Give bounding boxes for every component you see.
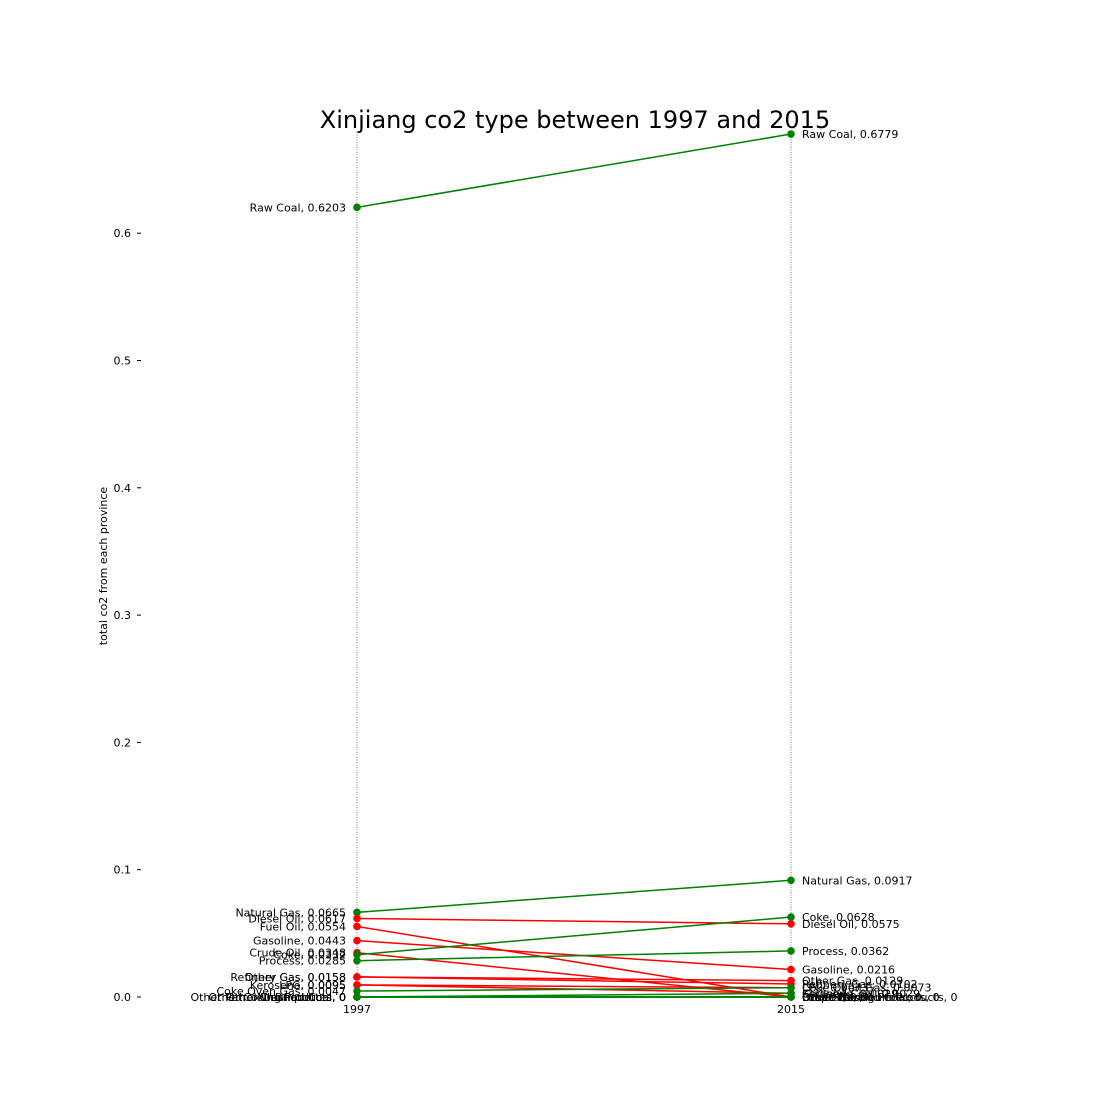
point-label-1997: Other Washed Coal, 0 (226, 991, 346, 1004)
y-tick-label: 0.5 (114, 355, 132, 368)
point-1997 (353, 981, 361, 989)
point-1997 (353, 950, 361, 959)
point-label-2015: Kerosene, 0.0029 (802, 987, 898, 1000)
point-label-1997: Gasoline, 0.0443 (253, 935, 346, 948)
point-label-2015: Coke, 0.0628 (802, 911, 875, 924)
point-label-2015: Process, 0.0362 (802, 945, 889, 958)
point-label-2015: Crude Oil, 0 (802, 991, 867, 1004)
point-1997 (353, 914, 361, 923)
series-line (356, 916, 792, 956)
point-label-2015: Briquettes, 0 (802, 991, 873, 1004)
series-line (356, 133, 792, 209)
series-line (356, 879, 792, 914)
series-line (356, 951, 792, 998)
point-label-1997: Process, 0.0285 (259, 955, 346, 968)
point-label-1997: Briquettes, 0 (275, 991, 346, 1004)
point-label-1997: Kerosene, 0.0095 (250, 979, 346, 992)
point-2015 (787, 913, 795, 921)
point-2015 (787, 130, 795, 138)
point-1997 (353, 922, 361, 931)
point-1997 (353, 956, 361, 965)
point-label-2015: Other Washed Coal, 0 (802, 991, 922, 1004)
point-2015 (787, 983, 795, 992)
series-line (356, 939, 792, 971)
point-label-1997: Coke Oven Gas, 0.0047 (216, 985, 346, 998)
point-label-1997: Raw Coal, 0.6203 (250, 201, 346, 214)
point-2015 (787, 920, 795, 928)
point-label-1997: Crude Oil, 0.0348 (249, 947, 346, 960)
series-lines (356, 133, 792, 998)
point-label-1997: Other Gas, 0.0158 (245, 971, 346, 984)
y-tick-label: 0.1 (114, 864, 132, 877)
point-label-1997: Refinery Gas, 0.0158 (230, 971, 346, 984)
point-label-1997: Other Coking Products, 0 (208, 991, 346, 1004)
point-label-1997: Cleaned Coal, 0 (259, 991, 346, 1004)
point-label-2015: Cleaned Coal, 0.0029 (802, 987, 920, 1000)
point-label-2015: Natural Gas, 0.0917 (802, 874, 913, 887)
point-label-1997: Natural Gas, 0.0665 (235, 906, 346, 919)
y-axis: 0.0 0.1 0.2 0.3 0.4 0.5 0.6 (114, 227, 141, 1004)
series-points (353, 130, 795, 1001)
series-line (356, 950, 792, 962)
point-label-2015: Other Gas, 0.0129 (802, 975, 903, 988)
y-tick-label: 0.4 (114, 482, 132, 495)
point-label-2015: Raw Coal, 0.6779 (802, 128, 898, 141)
point-1997 (353, 993, 361, 1001)
point-label-2015: Refinery Gas, 0.0102 (802, 978, 918, 991)
point-label-2015: Other Petroleum Products, 0 (802, 991, 958, 1004)
point-label-2015: LPG, 0.0073 (802, 982, 869, 995)
point-1997 (353, 973, 361, 981)
chart-title: Xinjiang co2 type between 1997 and 2015 (320, 106, 830, 134)
series-line (356, 986, 792, 992)
series-line (356, 925, 792, 998)
point-1997 (353, 908, 361, 917)
series-line (356, 984, 792, 989)
point-1997 (353, 203, 361, 212)
point-label-2015: Fuel Oil, 0 (802, 991, 857, 1004)
point-label-1997: LPG, 0.0095 (279, 979, 346, 992)
x-tick-label: 1997 (343, 1003, 371, 1016)
point-label-2015: Diesel Oil, 0.0575 (802, 918, 900, 931)
point-label-2015: Other Coking Products, 0 (802, 991, 940, 1004)
y-tick-label: 0.0 (114, 991, 132, 1004)
point-label-1997: Coke, 0.0332 (273, 949, 346, 962)
x-tick-label: 2015 (777, 1003, 805, 1016)
point-1997 (353, 936, 361, 945)
point-1997 (353, 987, 361, 995)
point-labels: Raw Coal, 0.6203 Raw Coal, 0.6779 Natural … (190, 128, 957, 1004)
y-tick-label: 0.3 (114, 609, 132, 622)
point-label-2015: Coke Oven Gas, 0.0073 (802, 982, 932, 995)
point-label-1997: Fuel Oil, 0.0554 (260, 920, 346, 933)
point-2015 (787, 947, 795, 955)
y-axis-label: total co2 from each province (97, 487, 110, 646)
point-label-1997: Other Petroleum Products, 0 (190, 991, 346, 1004)
year-guide-lines (356, 132, 792, 997)
point-2015 (787, 876, 795, 885)
point-label-2015: Gasoline, 0.0216 (802, 964, 895, 977)
point-label-1997: Diesel Oil, 0.0617 (248, 912, 346, 925)
point-2015 (787, 965, 795, 974)
point-2015 (787, 993, 795, 1001)
y-tick-label: 0.2 (114, 736, 132, 749)
series-line (356, 976, 792, 985)
y-tick-label: 0.6 (114, 227, 132, 240)
x-axis: 1997 2015 (343, 1003, 805, 1016)
